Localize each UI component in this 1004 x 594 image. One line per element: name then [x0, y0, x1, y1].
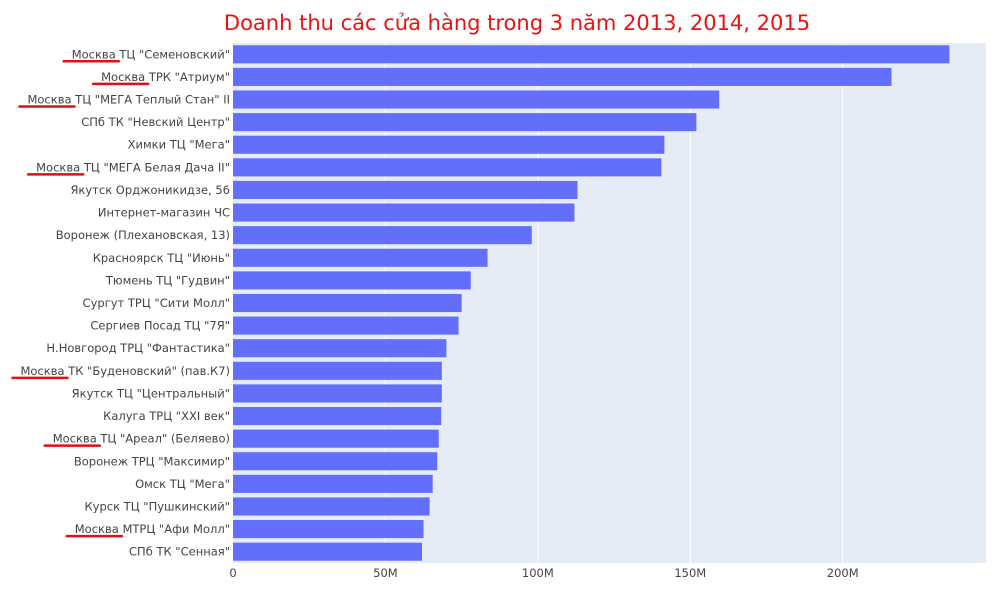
bar [233, 248, 488, 267]
category-label: Якутск ТЦ "Центральный" [72, 386, 230, 400]
category-label: СПб ТК "Сенная" [129, 545, 230, 559]
x-axis-tick-labels: 0 50M 100M 150M 200M [229, 566, 858, 580]
bar [233, 361, 442, 380]
chart-title: Doanh thu các cửa hàng trong 3 năm 2013,… [224, 11, 810, 35]
category-label: Сургут ТРЦ "Сити Молл" [83, 296, 230, 310]
bar [233, 542, 423, 561]
bar [233, 113, 697, 132]
category-label: Москва ТРК "Атриум" [101, 70, 230, 84]
bar [233, 316, 459, 335]
label-underlines [11, 60, 150, 538]
category-label: Омск ТЦ "Мега" [135, 477, 230, 491]
bar [233, 293, 462, 313]
x-tick-label: 200M [827, 566, 859, 580]
category-label: Интернет-магазин ЧС [98, 206, 230, 220]
bar [233, 474, 433, 493]
bars [233, 45, 950, 561]
category-label: Курск ТЦ "Пушкинский" [84, 499, 230, 513]
bar [233, 67, 892, 86]
category-label: Тюмень ТЦ "Гудвин" [105, 273, 230, 287]
bar [233, 429, 439, 448]
bar [233, 339, 447, 358]
category-label: Н.Новгород ТРЦ "Фантастика" [46, 341, 230, 355]
category-label: Красноярск ТЦ "Июнь" [93, 251, 230, 265]
category-label: Якутск Орджоникидзе, 56 [70, 183, 230, 197]
bar [233, 407, 442, 426]
category-label: Москва ТЦ "Ареал" (Беляево) [53, 432, 230, 446]
bar [233, 452, 438, 471]
category-label: Воронеж (Плехановская, 13) [56, 228, 230, 242]
bar [233, 158, 662, 177]
category-label: Москва ТЦ "МЕГА Белая Дача II" [36, 160, 230, 174]
category-label: Химки ТЦ "Мега" [128, 138, 230, 152]
category-label: Воронеж ТРЦ "Максимир" [74, 454, 230, 468]
bar [233, 384, 442, 403]
bar [233, 271, 471, 290]
category-label: Москва ТЦ "Семеновский" [72, 47, 230, 61]
x-tick-label: 100M [522, 566, 554, 580]
x-tick-label: 50M [373, 566, 398, 580]
bar [233, 226, 532, 245]
bar [233, 497, 430, 516]
x-tick-label: 150M [674, 566, 706, 580]
category-label: СПб ТК "Невский Центр" [81, 115, 230, 129]
bar [233, 135, 665, 154]
x-tick-label: 0 [229, 566, 236, 580]
category-label: Москва ТК "Буденовский" (пав.К7) [20, 364, 230, 378]
bar [233, 520, 424, 539]
category-label: Москва МТРЦ "Афи Молл" [75, 522, 230, 536]
category-label: Калуга ТРЦ "XXI век" [103, 409, 230, 423]
bar [233, 180, 578, 199]
category-label: Сергиев Посад ТЦ "7Я" [90, 319, 230, 333]
category-label: Москва ТЦ "МЕГА Теплый Стан" II [27, 93, 230, 107]
bar [233, 90, 720, 109]
bar [233, 45, 950, 64]
bar [233, 203, 575, 222]
category-labels: Москва ТЦ "Семеновский" Москва ТРК "Атриу… [20, 47, 230, 558]
